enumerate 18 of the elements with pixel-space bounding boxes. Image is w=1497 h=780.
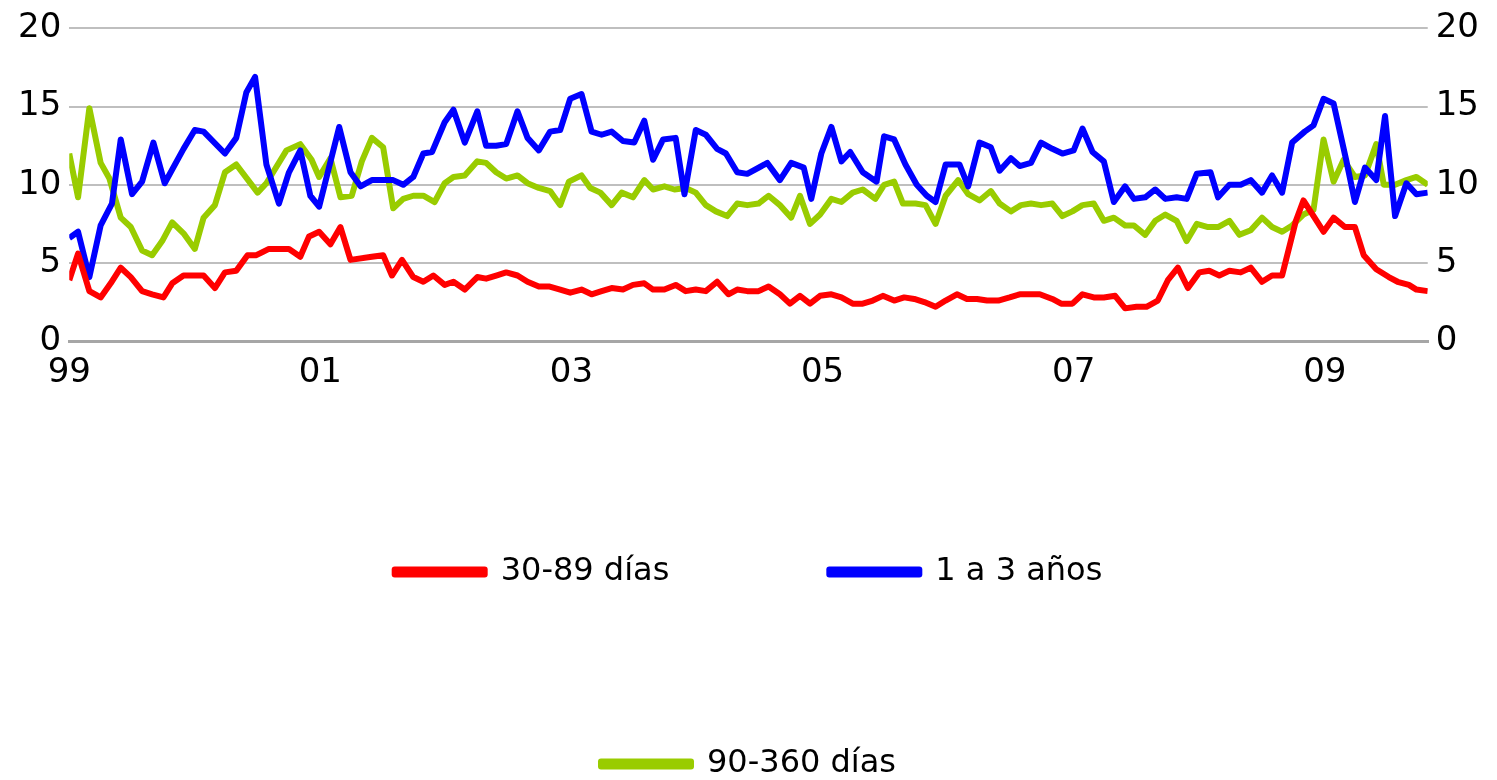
x-tick-label: 09 bbox=[1303, 350, 1347, 391]
y2-tick-label: 0 bbox=[1435, 318, 1458, 359]
y2-tick-label: 5 bbox=[1435, 239, 1458, 280]
legend-label: 1 a 3 años bbox=[935, 550, 1103, 589]
legend-label: 30-89 días bbox=[500, 550, 670, 589]
x-tick-label: 99 bbox=[47, 350, 91, 391]
y2-tick-label: 10 bbox=[1435, 161, 1479, 202]
y-tick-label: 5 bbox=[39, 239, 62, 280]
y-tick-label: 10 bbox=[18, 161, 62, 202]
y-tick-label: 15 bbox=[18, 83, 62, 124]
y2-tick-label: 15 bbox=[1435, 83, 1479, 124]
y2-tick-label: 20 bbox=[1435, 5, 1479, 46]
x-tick-label: 07 bbox=[1052, 350, 1096, 391]
legend-label: 90-360 días bbox=[707, 742, 896, 780]
x-tick-label: 05 bbox=[800, 350, 845, 391]
y-tick-label: 20 bbox=[18, 5, 62, 46]
x-tick-label: 03 bbox=[549, 350, 594, 391]
x-tick-label: 01 bbox=[298, 350, 342, 391]
